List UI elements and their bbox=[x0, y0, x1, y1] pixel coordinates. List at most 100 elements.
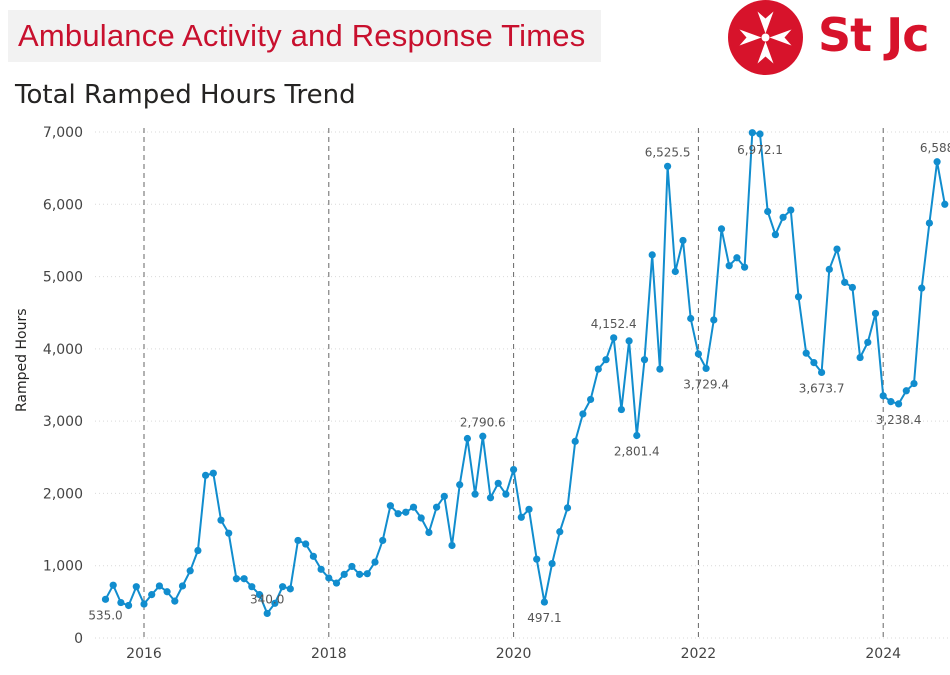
data-point bbox=[332, 579, 341, 587]
year-dividers bbox=[143, 128, 884, 638]
chart-gridlines bbox=[95, 131, 950, 639]
data-point bbox=[756, 130, 764, 138]
data-point bbox=[363, 570, 371, 578]
data-point bbox=[425, 528, 433, 537]
data-label: 6,972.1 bbox=[737, 143, 783, 157]
data-point bbox=[617, 405, 626, 414]
data-point bbox=[656, 365, 664, 373]
data-point bbox=[394, 510, 402, 518]
x-tick-label: 2018 bbox=[311, 646, 347, 662]
data-point bbox=[525, 505, 533, 513]
data-point bbox=[925, 219, 934, 227]
data-point bbox=[232, 575, 240, 583]
report-banner: Ambulance Activity and Response Times bbox=[8, 10, 601, 62]
data-label: 497.1 bbox=[527, 611, 561, 625]
data-point bbox=[664, 162, 672, 170]
data-point bbox=[910, 379, 918, 388]
y-tick-label: 5,000 bbox=[43, 270, 83, 286]
data-point bbox=[633, 431, 641, 440]
data-point bbox=[640, 356, 649, 364]
data-point bbox=[209, 469, 217, 477]
data-labels: 535.0 340.0 2,790.6 497.1 4,152.4 2,801.4 6,52… bbox=[88, 141, 950, 625]
data-point bbox=[602, 356, 610, 364]
data-point bbox=[717, 225, 726, 233]
data-point bbox=[494, 479, 502, 487]
data-label: 2,801.4 bbox=[614, 444, 660, 458]
data-point bbox=[325, 574, 333, 582]
st-john-logo-icon bbox=[728, 0, 803, 75]
data-point bbox=[848, 283, 857, 292]
data-point bbox=[271, 599, 279, 607]
data-point bbox=[225, 529, 233, 537]
x-axis-ticks: 2016 2018 2020 2022 2024 bbox=[126, 646, 901, 662]
data-point bbox=[533, 555, 541, 563]
data-label: 340.0 bbox=[250, 592, 284, 606]
data-point bbox=[386, 502, 394, 510]
y-tick-label: 1,000 bbox=[43, 559, 83, 575]
data-point bbox=[802, 349, 810, 357]
data-point bbox=[625, 337, 633, 345]
data-point bbox=[186, 567, 194, 575]
data-point bbox=[155, 582, 163, 590]
y-tick-label: 0 bbox=[74, 631, 83, 647]
data-point bbox=[178, 582, 187, 590]
data-point bbox=[594, 365, 602, 373]
y-axis-ticks: 0 1,000 2,000 3,000 4,000 5,000 6,000 7,000 bbox=[43, 125, 83, 647]
data-point bbox=[733, 254, 741, 262]
data-point bbox=[255, 591, 264, 599]
data-point bbox=[933, 158, 941, 166]
data-point bbox=[864, 338, 872, 346]
data-point bbox=[725, 262, 733, 270]
data-point bbox=[779, 213, 787, 221]
y-tick-label: 4,000 bbox=[43, 342, 83, 358]
data-point bbox=[571, 437, 579, 445]
data-point bbox=[433, 503, 441, 511]
data-point bbox=[918, 284, 926, 292]
data-point bbox=[509, 465, 518, 474]
data-point bbox=[825, 265, 833, 273]
data-point bbox=[694, 350, 703, 358]
data-point bbox=[856, 353, 864, 362]
data-point bbox=[902, 387, 910, 395]
data-point bbox=[463, 434, 471, 443]
data-point bbox=[417, 514, 425, 522]
data-point bbox=[440, 492, 448, 500]
data-point bbox=[479, 432, 487, 440]
data-label: 6,588 bbox=[920, 141, 950, 155]
data-point bbox=[810, 358, 818, 367]
x-tick-label: 2016 bbox=[126, 646, 162, 662]
data-point bbox=[263, 609, 271, 618]
data-point bbox=[194, 546, 202, 555]
data-point bbox=[163, 588, 171, 596]
data-point bbox=[818, 368, 826, 377]
x-tick-label: 2022 bbox=[681, 646, 717, 662]
data-point bbox=[794, 293, 803, 301]
data-point bbox=[109, 581, 117, 589]
data-point bbox=[563, 504, 572, 512]
data-point bbox=[486, 494, 495, 502]
y-tick-label: 7,000 bbox=[43, 125, 83, 141]
data-point bbox=[302, 540, 310, 548]
data-label: 6,525.5 bbox=[645, 145, 691, 159]
data-point bbox=[140, 600, 148, 608]
y-tick-label: 6,000 bbox=[43, 197, 83, 213]
data-point bbox=[409, 503, 418, 511]
logo-wordmark: St Jc bbox=[818, 8, 930, 62]
data-point bbox=[787, 206, 795, 214]
data-point bbox=[748, 129, 756, 137]
data-point bbox=[741, 263, 749, 271]
data-label: 3,673.7 bbox=[799, 381, 845, 395]
data-point bbox=[356, 570, 364, 578]
data-point bbox=[379, 536, 387, 545]
data-point bbox=[702, 364, 710, 373]
data-point bbox=[548, 559, 556, 568]
y-tick-label: 3,000 bbox=[43, 414, 83, 430]
data-point bbox=[309, 552, 317, 560]
data-point bbox=[687, 314, 695, 323]
data-label: 4,152.4 bbox=[591, 317, 637, 331]
data-point bbox=[101, 595, 110, 603]
data-point bbox=[841, 278, 849, 286]
data-point bbox=[587, 395, 595, 404]
data-point bbox=[502, 490, 510, 498]
data-point bbox=[671, 267, 679, 276]
